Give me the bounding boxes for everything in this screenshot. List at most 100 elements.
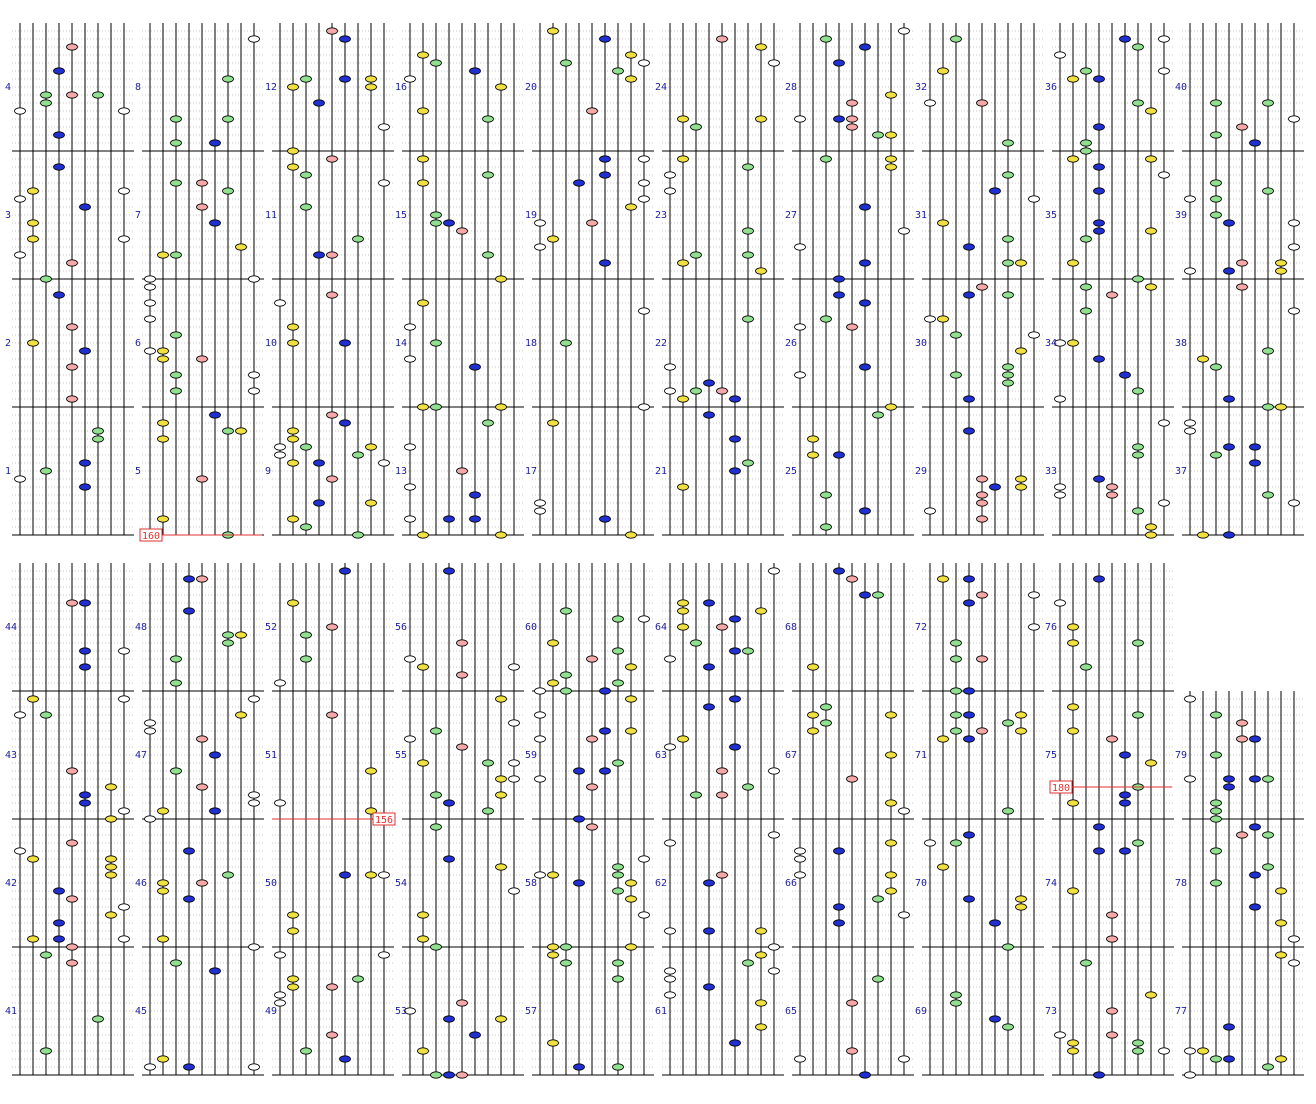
measure-number: 63 <box>655 750 667 761</box>
note <box>794 323 806 331</box>
note <box>833 919 845 927</box>
measure-number: 46 <box>135 878 147 889</box>
note <box>729 467 741 475</box>
note <box>287 975 299 983</box>
note <box>703 927 715 935</box>
note <box>547 951 559 959</box>
note <box>1106 483 1118 491</box>
note <box>976 515 988 523</box>
note <box>27 235 39 243</box>
note <box>456 227 468 235</box>
note <box>170 251 182 259</box>
note <box>482 251 494 259</box>
note <box>170 387 182 395</box>
note <box>976 475 988 483</box>
note <box>378 179 390 187</box>
note <box>1067 639 1079 647</box>
note <box>1210 211 1222 219</box>
note <box>677 623 689 631</box>
bpm-label: 180 <box>1052 783 1070 794</box>
note <box>469 363 481 371</box>
note <box>742 227 754 235</box>
note <box>79 459 91 467</box>
note <box>1197 531 1209 539</box>
note <box>1028 195 1040 203</box>
note <box>703 599 715 607</box>
note <box>677 259 689 267</box>
note <box>755 43 767 51</box>
note <box>40 275 52 283</box>
note <box>417 531 429 539</box>
note <box>222 631 234 639</box>
note <box>339 419 351 427</box>
note <box>1158 419 1170 427</box>
note <box>430 339 442 347</box>
measure-number: 75 <box>1045 750 1057 761</box>
measure-number: 71 <box>915 750 927 761</box>
note <box>625 727 637 735</box>
note <box>66 395 78 403</box>
note <box>963 711 975 719</box>
note <box>1184 195 1196 203</box>
note <box>144 283 156 291</box>
note <box>846 999 858 1007</box>
note <box>1002 719 1014 727</box>
note <box>482 759 494 767</box>
note <box>950 727 962 735</box>
note <box>1236 259 1248 267</box>
measure-number: 21 <box>655 466 667 477</box>
note <box>378 123 390 131</box>
note <box>976 591 988 599</box>
note <box>924 839 936 847</box>
note <box>586 655 598 663</box>
measure-number: 54 <box>395 878 407 889</box>
note <box>768 567 780 575</box>
note <box>560 959 572 967</box>
note <box>677 735 689 743</box>
note <box>1210 807 1222 815</box>
note <box>638 855 650 863</box>
note <box>664 839 676 847</box>
note <box>716 623 728 631</box>
note <box>755 1023 767 1031</box>
bpm-box <box>372 812 396 826</box>
note <box>79 599 91 607</box>
note <box>1002 807 1014 815</box>
note <box>1067 75 1079 83</box>
measure-number: 14 <box>395 338 407 349</box>
note <box>66 767 78 775</box>
note <box>1132 1039 1144 1047</box>
note <box>1002 371 1014 379</box>
note <box>1262 863 1274 871</box>
measure-number: 79 <box>1175 750 1187 761</box>
measure-number: 27 <box>785 210 797 221</box>
note <box>170 371 182 379</box>
note <box>794 855 806 863</box>
note <box>313 99 325 107</box>
note <box>846 1047 858 1055</box>
note <box>287 911 299 919</box>
note <box>430 943 442 951</box>
note <box>430 219 442 227</box>
note <box>157 435 169 443</box>
note <box>950 687 962 695</box>
measure-number: 1 <box>5 466 11 477</box>
note <box>1249 903 1261 911</box>
note <box>1262 775 1274 783</box>
measure-number: 43 <box>5 750 17 761</box>
note <box>495 83 507 91</box>
note <box>1054 395 1066 403</box>
note <box>950 35 962 43</box>
note <box>196 575 208 583</box>
note <box>612 647 624 655</box>
note <box>144 1063 156 1071</box>
note <box>430 1071 442 1079</box>
note <box>1275 887 1287 895</box>
note <box>937 575 949 583</box>
note <box>729 615 741 623</box>
note <box>170 179 182 187</box>
note <box>1158 171 1170 179</box>
note <box>378 951 390 959</box>
measure-number: 60 <box>525 622 537 633</box>
